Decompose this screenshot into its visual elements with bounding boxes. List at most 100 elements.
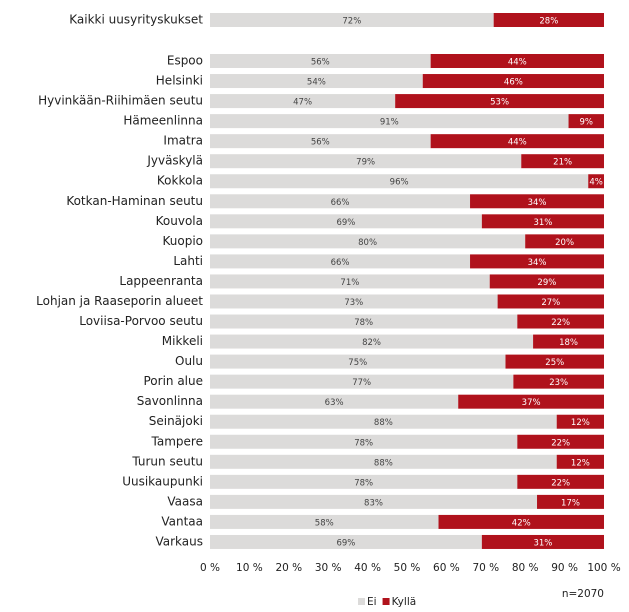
value-label: 18% [559,338,578,348]
value-label: 46% [504,78,523,88]
x-tick-label: 40 % [354,562,381,574]
value-label: 78% [354,478,373,488]
value-label: 17% [561,498,580,508]
value-label: 69% [336,538,355,548]
value-label: 31% [533,538,552,548]
value-label: 69% [336,218,355,228]
value-label: 22% [551,318,570,328]
bar-segment [458,394,604,409]
legend-swatch [358,598,365,605]
value-label: 54% [307,78,326,88]
value-label: 4% [589,178,603,188]
bar-segment [537,494,604,509]
bar-segment [210,334,534,349]
bar-segment [210,514,439,529]
category-label: Turun seutu [131,454,203,468]
category-label: Kuopio [162,234,203,248]
sample-size: n=2070 [562,588,604,600]
category-label: Savonlinna [137,394,203,408]
value-label: 31% [533,218,552,228]
x-tick-label: 60 % [433,562,460,574]
x-tick-label: 80 % [512,562,539,574]
value-label: 71% [340,278,359,288]
value-label: 25% [545,358,564,368]
legend-swatch [382,598,390,605]
bar-segment [210,54,431,68]
bar-segment [525,234,604,249]
bar-segment [556,414,604,429]
value-label: 72% [342,17,361,27]
bar-segment [210,314,518,329]
value-label: 78% [354,438,373,448]
bar-segment [210,154,522,169]
legend-label: Ei [367,596,377,608]
category-label: Uusikaupunki [122,474,203,488]
category-label: Vantaa [161,514,203,528]
x-tick-label: 90 % [551,562,578,574]
bar-segment [521,154,604,169]
category-label: Lappeenranta [119,274,203,288]
value-label: 77% [352,378,371,388]
bar-segment [489,274,604,289]
value-label: 56% [311,138,330,148]
value-label: 83% [364,498,383,508]
x-tick-label: 0 % [200,562,220,574]
bar-segment [470,254,604,269]
value-label: 80% [358,238,377,248]
value-label: 44% [508,138,527,148]
value-label: 73% [344,298,363,308]
value-label: 58% [315,518,334,528]
bar-segment [210,214,482,229]
bar-segment [210,114,569,129]
value-label: 21% [553,158,572,168]
bar-segment [556,454,604,469]
value-label: 47% [293,98,312,108]
category-label: Lohjan ja Raaseporin alueet [36,294,203,308]
bar-segment [210,74,423,89]
value-label: 9% [580,118,594,128]
bar-segment [210,414,557,429]
category-label: Loviisa-Porvoo seutu [79,314,203,328]
value-label: 91% [380,118,399,128]
value-label: 75% [348,358,367,368]
category-label: Hämeenlinna [123,114,203,128]
bar-segment [422,74,604,89]
bar-segment [430,134,604,149]
value-label: 23% [549,378,568,388]
bar-segment [210,534,482,549]
bar-segment [210,494,538,509]
x-tick-label: 70 % [472,562,499,574]
bar-segment [210,254,471,269]
value-label: 22% [551,478,570,488]
value-label: 56% [311,58,330,68]
bar-segment [210,234,526,249]
bar-segment [210,134,431,149]
bar-segment [210,174,589,189]
x-tick-label: 10 % [236,562,263,574]
bar-segment [210,374,514,389]
category-label: Kotkan-Haminan seutu [66,194,203,208]
bar-segment [568,114,604,129]
value-label: 34% [528,198,547,208]
x-tick-label: 30 % [315,562,342,574]
value-label: 12% [571,458,590,468]
bar-segment [210,274,490,289]
bar-segment [588,174,604,189]
bar-segment [210,474,518,489]
bar-segment [517,434,604,449]
category-label: Seinäjoki [149,414,203,428]
value-label: 88% [374,458,393,468]
value-label: 79% [356,158,375,168]
bar-segment [210,434,518,449]
category-label: Vaasa [167,494,203,508]
bar-segment [481,214,604,229]
value-label: 66% [331,258,350,268]
category-label: Varkaus [155,534,203,548]
value-label: 44% [508,58,527,68]
value-label: 27% [541,298,560,308]
category-label: Kaikki uusyrityskukset [69,13,203,27]
x-tick-label: 20 % [275,562,302,574]
value-label: 29% [537,278,556,288]
value-label: 88% [374,418,393,428]
